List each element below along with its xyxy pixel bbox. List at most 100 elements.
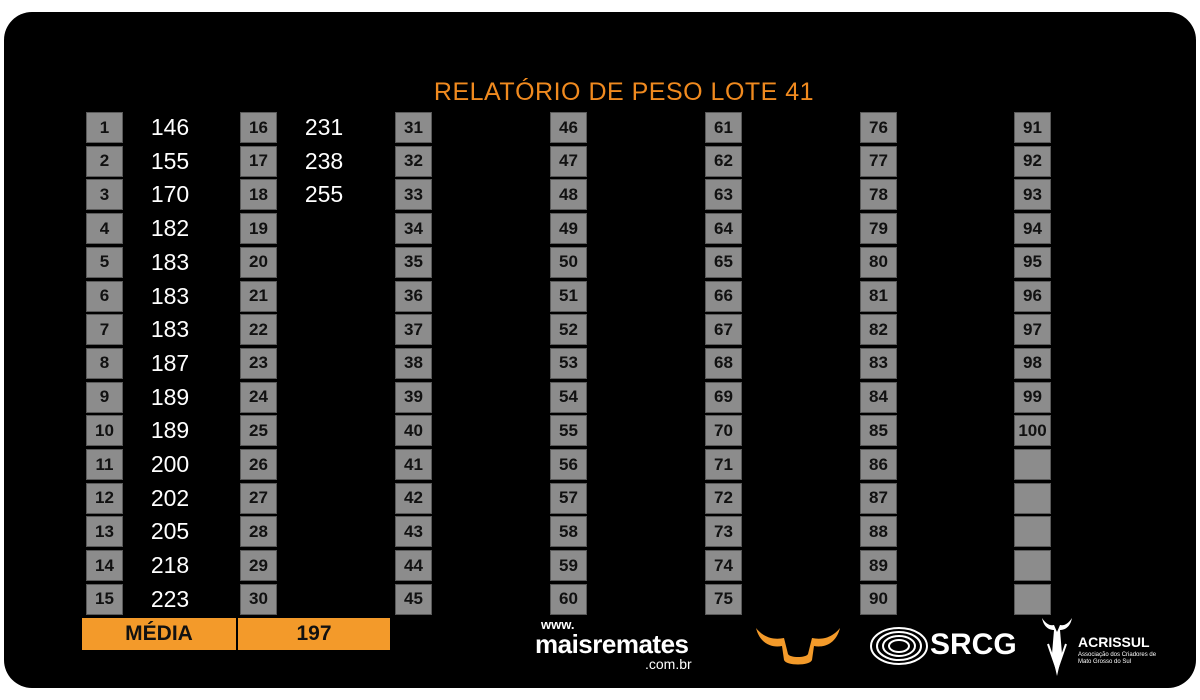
lot-number-cell: 92 <box>1014 145 1051 177</box>
maisremates-brand: maisremates <box>535 629 689 659</box>
lot-number-cell: 67 <box>705 314 742 346</box>
lot-number-cell: 19 <box>240 213 277 245</box>
lot-number-cell: 66 <box>705 280 742 312</box>
lot-number-cell <box>1014 550 1051 582</box>
lot-number-cell: 100 <box>1014 415 1051 447</box>
lot-number-cell: 86 <box>860 449 897 480</box>
lot-number-cell <box>1014 583 1051 615</box>
weight-value: 223 <box>150 585 190 612</box>
lot-number-cell: 39 <box>395 381 432 413</box>
weight-value: 183 <box>150 248 190 275</box>
lot-number-cell: 99 <box>1014 381 1051 413</box>
lot-number-cell: 74 <box>705 550 742 582</box>
lot-number-cell: 79 <box>860 213 897 245</box>
lot-number-cell: 96 <box>1014 280 1051 312</box>
lot-number-cell: 90 <box>860 583 897 615</box>
lot-number-cell: 15 <box>86 583 123 615</box>
lot-number-cell: 12 <box>86 482 123 514</box>
weight-value: 218 <box>150 552 190 579</box>
srcg-rings-icon <box>870 627 928 665</box>
lot-number-cell: 98 <box>1014 347 1051 379</box>
lot-number-cell: 59 <box>550 550 587 582</box>
acrissul-subtitle: Associação dos Criadores de Mato Grosso … <box>1078 652 1157 665</box>
lot-number-cell: 29 <box>240 550 277 582</box>
lot-number-cell: 5 <box>86 246 123 278</box>
lot-number-cell: 58 <box>550 516 587 548</box>
lot-number-cell: 76 <box>860 112 897 143</box>
srcg-logo: SRCG <box>868 624 1017 673</box>
lot-number-cell: 32 <box>395 145 432 177</box>
lot-number-cell: 85 <box>860 415 897 447</box>
lot-number-cell: 62 <box>705 145 742 177</box>
lot-number-cell: 75 <box>705 583 742 615</box>
lot-number-cell: 89 <box>860 550 897 582</box>
lot-number-cell: 71 <box>705 449 742 480</box>
lot-number-cell: 31 <box>395 112 432 143</box>
acrissul-logo: ACRISSUL Associação dos Criadores de Mat… <box>1038 614 1158 680</box>
lot-number-cell: 54 <box>550 381 587 413</box>
lot-number-cell: 91 <box>1014 112 1051 143</box>
lot-number-cell: 23 <box>240 347 277 379</box>
lot-number-cell: 65 <box>705 246 742 278</box>
lot-number-cell: 30 <box>240 583 277 615</box>
lot-number-cell: 73 <box>705 516 742 548</box>
lot-number-cell: 3 <box>86 179 123 211</box>
lot-number-cell: 14 <box>86 550 123 582</box>
lot-number-cell: 41 <box>395 449 432 480</box>
srcg-text: SRCG <box>930 628 1017 661</box>
lot-number-cell: 81 <box>860 280 897 312</box>
lot-number-cell: 38 <box>395 347 432 379</box>
maisremates-logo: www. maisremates .com.br <box>535 614 710 674</box>
weight-value: 205 <box>150 518 190 545</box>
weight-value: 202 <box>150 484 190 511</box>
lot-number-cell: 52 <box>550 314 587 346</box>
lot-number-cell: 24 <box>240 381 277 413</box>
lot-number-cell: 16 <box>240 112 277 143</box>
weight-value: 255 <box>304 181 344 208</box>
lot-number-cell: 97 <box>1014 314 1051 346</box>
lot-number-cell: 6 <box>86 280 123 312</box>
weight-value: 183 <box>150 316 190 343</box>
lot-number-cell: 68 <box>705 347 742 379</box>
weight-value: 238 <box>304 147 344 174</box>
lot-number-cell: 33 <box>395 179 432 211</box>
lot-number-cell: 1 <box>86 112 123 143</box>
lot-number-cell: 82 <box>860 314 897 346</box>
lot-number-cell: 27 <box>240 482 277 514</box>
lot-number-cell: 26 <box>240 449 277 480</box>
weight-value: 200 <box>150 451 190 477</box>
lot-number-cell: 20 <box>240 246 277 278</box>
lot-number-cell: 83 <box>860 347 897 379</box>
weight-value: 170 <box>150 181 190 208</box>
lot-number-cell: 77 <box>860 145 897 177</box>
bull-head-icon <box>1042 618 1072 676</box>
lot-number-cell: 42 <box>395 482 432 514</box>
lot-number-cell: 93 <box>1014 179 1051 211</box>
lot-number-cell: 7 <box>86 314 123 346</box>
lot-number-cell: 56 <box>550 449 587 480</box>
lot-number-cell: 13 <box>86 516 123 548</box>
lot-number-cell: 63 <box>705 179 742 211</box>
average-label: MÉDIA <box>82 618 236 650</box>
report-title: RELATÓRIO DE PESO LOTE 41 <box>433 78 815 106</box>
lot-number-cell: 84 <box>860 381 897 413</box>
lot-number-cell: 72 <box>705 482 742 514</box>
lot-number-cell: 60 <box>550 583 587 615</box>
lot-number-cell: 48 <box>550 179 587 211</box>
lot-number-cell: 64 <box>705 213 742 245</box>
lot-number-cell <box>1014 516 1051 548</box>
lot-number-cell: 40 <box>395 415 432 447</box>
lot-number-cell: 51 <box>550 280 587 312</box>
lot-number-cell: 36 <box>395 280 432 312</box>
lot-number-cell: 34 <box>395 213 432 245</box>
lot-number-cell: 17 <box>240 145 277 177</box>
lot-number-cell: 57 <box>550 482 587 514</box>
lot-number-cell: 28 <box>240 516 277 548</box>
lot-number-cell: 95 <box>1014 246 1051 278</box>
lot-number-cell: 2 <box>86 145 123 177</box>
lot-number-cell: 11 <box>86 449 123 480</box>
maisremates-www: www. <box>541 617 575 632</box>
weight-value: 146 <box>150 114 190 140</box>
lot-number-cell: 94 <box>1014 213 1051 245</box>
lot-number-cell: 45 <box>395 583 432 615</box>
